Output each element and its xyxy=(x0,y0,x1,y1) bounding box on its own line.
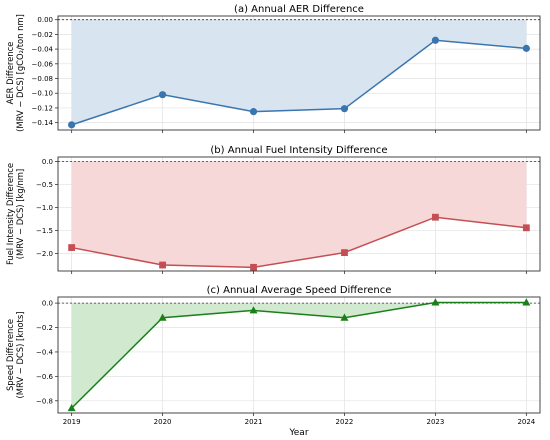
y-axis-label: AER Difference xyxy=(5,42,15,105)
y-tick-label: −2.0 xyxy=(36,250,53,258)
x-axis-label: Year xyxy=(288,428,308,438)
data-point xyxy=(340,313,349,321)
y-axis-label-units: (MRV − DCS) [gCO₂/ton nm] xyxy=(15,14,25,132)
data-point xyxy=(522,44,530,52)
plot-frame xyxy=(57,156,541,272)
series-line xyxy=(71,39,527,126)
y-axis-label: Speed Difference xyxy=(5,319,15,391)
data-point xyxy=(68,244,76,251)
data-point xyxy=(68,121,76,129)
subplot-3: (c) Annual Average Speed Difference Speed… xyxy=(5,285,541,426)
x-tick-label: 2019 xyxy=(63,418,81,426)
y-axis-label: Fuel Intensity Difference xyxy=(5,163,15,265)
data-point xyxy=(522,298,531,306)
data-point xyxy=(159,261,166,269)
data-point xyxy=(67,403,76,412)
y-tick-label: −0.08 xyxy=(32,75,53,83)
data-point xyxy=(249,306,258,314)
series-line xyxy=(71,216,527,269)
data-point xyxy=(158,91,167,99)
data-point xyxy=(250,263,257,271)
area-fill xyxy=(71,19,527,125)
data-point xyxy=(431,298,440,306)
y-tick-label: −0.04 xyxy=(32,46,54,54)
area-fill xyxy=(71,302,527,409)
plot-frame xyxy=(57,296,541,414)
y-tick-label: 0.0 xyxy=(42,158,53,166)
y-tick-label: −0.12 xyxy=(32,104,53,112)
data-point xyxy=(522,224,530,232)
data-point xyxy=(158,313,167,321)
y-tick-label: −0.02 xyxy=(32,31,53,39)
series-line xyxy=(71,301,527,409)
data-point xyxy=(340,105,349,113)
area-fill xyxy=(71,161,527,268)
y-axis-label-units: (MRV − DCS) [knots] xyxy=(15,312,25,399)
y-tick-label: 0.00 xyxy=(37,16,53,24)
plot-frame xyxy=(57,15,541,131)
subplot-1: (a) Annual AER Difference AER Difference(… xyxy=(5,4,541,133)
x-tick-label: 2024 xyxy=(517,418,535,426)
x-tick-label: 2021 xyxy=(245,418,263,426)
y-tick-label: −0.2 xyxy=(36,324,53,332)
y-tick-label: −0.8 xyxy=(36,397,53,405)
x-tick-label: 2022 xyxy=(336,418,354,426)
y-tick-label: −0.06 xyxy=(32,60,54,68)
y-tick-label: −1.0 xyxy=(36,204,53,212)
subplot-title: (c) Annual Average Speed Difference xyxy=(207,285,392,296)
y-tick-label: 0.0 xyxy=(42,300,53,308)
x-tick-label: 2020 xyxy=(154,418,172,426)
y-tick-label: −0.6 xyxy=(36,373,54,381)
subplot-title: (b) Annual Fuel Intensity Difference xyxy=(210,145,387,156)
y-axis-label-units: (MRV − DCS) [kg/nm] xyxy=(15,169,25,259)
y-tick-label: −0.14 xyxy=(32,119,54,127)
y-tick-label: −1.5 xyxy=(36,227,53,235)
data-point xyxy=(432,213,439,221)
data-point xyxy=(431,36,440,44)
data-point xyxy=(341,249,348,257)
y-tick-label: −0.5 xyxy=(36,181,53,189)
subplot-2: (b) Annual Fuel Intensity Difference Fuel… xyxy=(5,145,541,274)
y-tick-label: −0.4 xyxy=(36,348,54,356)
y-tick-label: −0.10 xyxy=(32,90,53,98)
subplot-title: (a) Annual AER Difference xyxy=(234,4,364,15)
x-tick-label: 2023 xyxy=(427,418,445,426)
data-point xyxy=(249,108,258,116)
